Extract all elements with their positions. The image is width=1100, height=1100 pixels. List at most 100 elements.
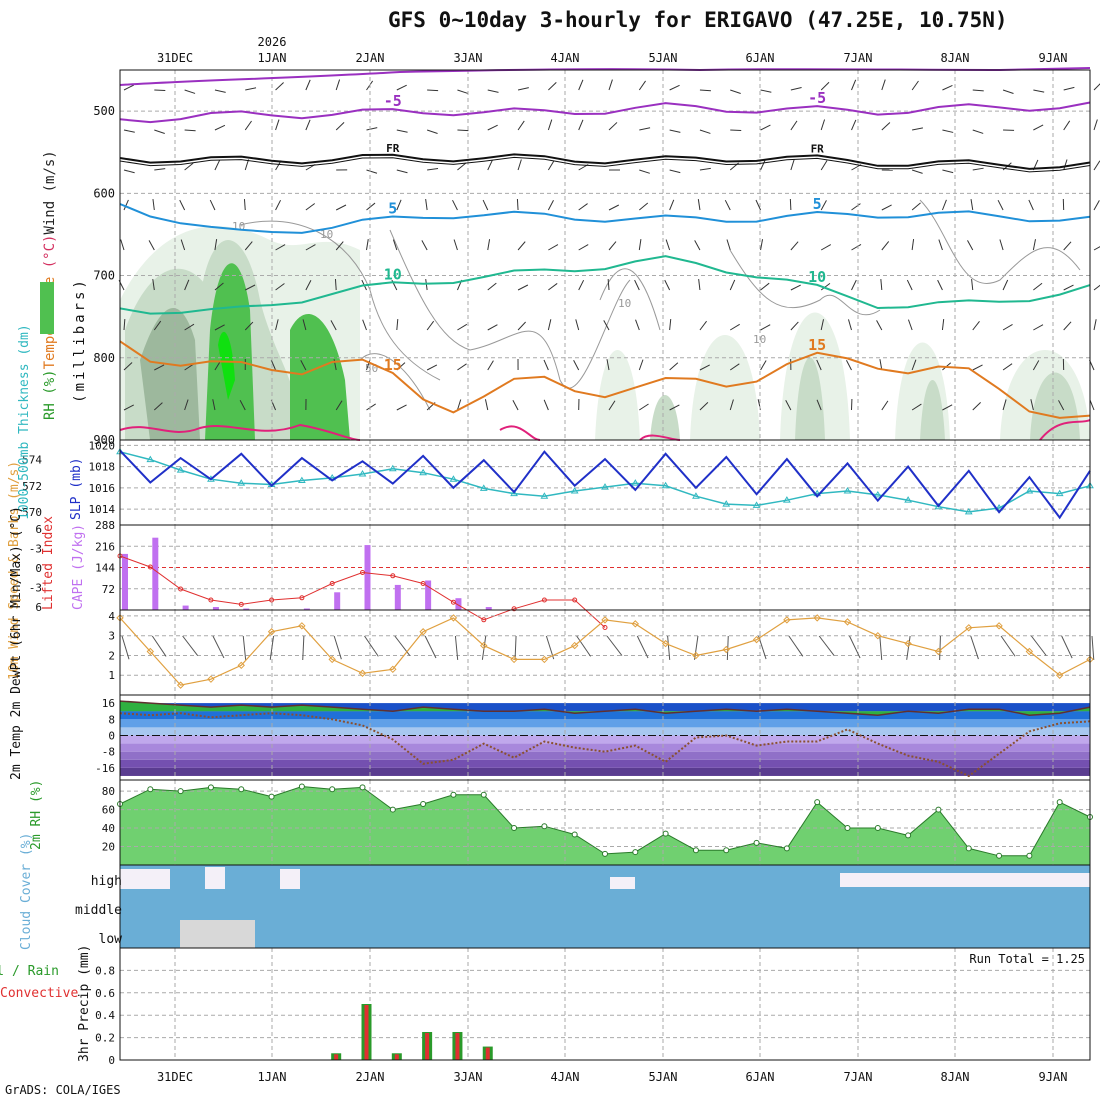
rh-marker (692, 847, 699, 854)
wind-barb (184, 129, 196, 132)
wind-barb (487, 324, 498, 331)
li-marker (420, 581, 426, 586)
wind-barb (335, 204, 347, 211)
wind-barb (516, 198, 519, 211)
wind-barb (665, 239, 671, 251)
wind-barb (911, 202, 921, 211)
li-marker (450, 599, 456, 605)
wind-barb (547, 160, 555, 171)
wind10m-barb (939, 635, 941, 661)
wind-barb (426, 320, 435, 331)
wind-barb (820, 160, 828, 171)
wind-barb (209, 199, 216, 211)
thickness-marker (692, 492, 700, 499)
rh-area-dark (140, 307, 200, 440)
wind-barb (244, 321, 254, 331)
wind-barb (275, 283, 285, 291)
wind-barb (184, 89, 196, 94)
wind-barb (664, 279, 671, 291)
wind10m-barb (1030, 635, 1047, 656)
wind-barb (941, 319, 945, 331)
wind-barb (789, 198, 792, 211)
wind-barb (275, 119, 280, 131)
li-tick-label: -3 (29, 543, 42, 556)
wind-barb (941, 199, 947, 211)
top-date-label: 3JAN (454, 51, 483, 65)
wind10m-barb (667, 635, 671, 660)
wind-barb (180, 239, 186, 251)
li-marker (360, 570, 365, 575)
pressure-tick-label: 700 (93, 269, 115, 283)
wind-barb (912, 127, 924, 131)
isotherm-label: 5 (388, 200, 397, 218)
top-date-label: 7JAN (844, 51, 873, 65)
rh-area-mid (795, 357, 825, 440)
wind-barb (911, 403, 922, 411)
thickness-line (119, 451, 1091, 513)
top-date-label: 6JAN (746, 51, 775, 65)
wind-barb (997, 199, 1004, 211)
slp-tick-label: 1018 (89, 461, 116, 474)
wind-barb (330, 320, 337, 331)
wind-barb (153, 320, 162, 331)
isotherm-FR-secondary (119, 156, 1091, 173)
wind-barb (396, 404, 407, 411)
wind-barb (608, 122, 618, 131)
wind-barb (578, 203, 588, 211)
wind-barb (1030, 399, 1034, 411)
slp-tick-label: 1014 (89, 503, 116, 516)
wind-barb (335, 121, 345, 131)
isotherm-5 (119, 203, 1091, 234)
temp-color-band (120, 743, 1090, 752)
wind-barb (396, 318, 399, 331)
rh-marker (541, 823, 548, 830)
wind-barb (729, 279, 736, 291)
li-tick-label: 0 (35, 562, 42, 575)
thickness-marker (934, 502, 943, 510)
wind10m-marker (419, 628, 427, 636)
cape-bar (122, 553, 128, 610)
wind-barb (305, 79, 311, 91)
wind10m-marker (146, 647, 155, 656)
wind-barb (760, 124, 771, 131)
precip-convective-bar (394, 1054, 399, 1060)
wind-barb (1093, 200, 1100, 211)
rh-tick-label: 20 (102, 841, 115, 854)
wind-barb (851, 279, 857, 291)
thickness-marker (146, 455, 155, 463)
wind-barb (911, 80, 919, 91)
top-date-label: 5JAN (649, 51, 678, 65)
wind-barb (335, 400, 343, 411)
wind10m-marker (1055, 671, 1064, 679)
thickness-marker (904, 496, 913, 503)
rh-marker (905, 832, 912, 839)
wind-barb (971, 279, 974, 291)
wind-barb (606, 359, 610, 371)
wind-barb (214, 324, 225, 331)
thickness-marker (752, 501, 761, 508)
rh-marker (814, 799, 821, 806)
thickness-marker (843, 487, 852, 494)
bottom-date-label: 31DEC (157, 1070, 193, 1084)
wind-barb (184, 162, 194, 171)
isotherm-bottom-line (119, 419, 1091, 441)
thickness-tick-label: 574 (22, 454, 42, 467)
wind-barb (879, 359, 883, 371)
cloud-gap (840, 873, 1090, 887)
wind-barb (790, 87, 802, 91)
wind10m-barb (424, 635, 437, 659)
wind-barb (1093, 83, 1100, 91)
wind-barb (639, 169, 650, 174)
wind-barb (457, 323, 468, 331)
wind-barb (243, 198, 246, 211)
wind-barb (457, 89, 469, 94)
wind-barb (846, 360, 852, 371)
wind-barb (366, 359, 371, 371)
wind-barb (729, 363, 740, 371)
wind-barb (482, 199, 489, 211)
wind10m-barb (1061, 635, 1073, 659)
thickness-marker (661, 481, 670, 489)
wind-barb (244, 120, 252, 131)
wind-barb (1063, 284, 1074, 291)
temp-fill (120, 701, 1090, 716)
